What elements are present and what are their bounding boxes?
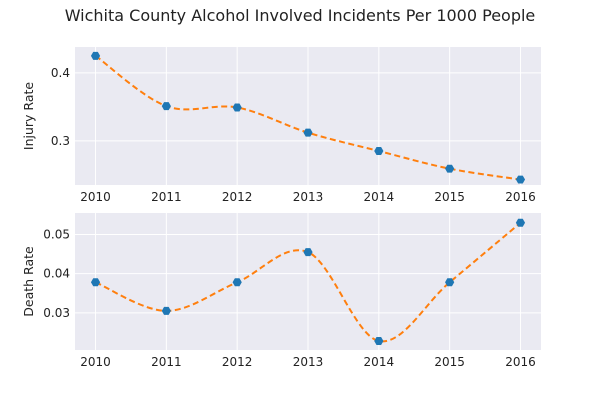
y-tick-label: 0.3 [51, 134, 70, 148]
data-point [515, 175, 526, 184]
y-tick-label: 0.03 [43, 306, 70, 320]
y-tick-label: 0.04 [43, 267, 70, 281]
data-point [374, 147, 384, 155]
x-tick-label: 2014 [364, 190, 395, 204]
data-point [232, 103, 242, 112]
death-rate-panel: 2010 2011 2012 2013 2014 2015 2016 0.03 0.04 0.05… [21, 213, 541, 369]
y-axis-label: Injury Rate [21, 82, 36, 150]
data-point [90, 278, 101, 287]
x-tick-label: 2015 [434, 355, 465, 369]
data-point [303, 248, 313, 257]
x-tick-label: 2013 [293, 190, 324, 204]
x-tick-label: 2016 [505, 190, 536, 204]
y-axis-label: Death Rate [21, 246, 36, 317]
x-tick-label: 2011 [151, 355, 182, 369]
injury-rate-panel: 2010 2011 2012 2013 2014 2015 2016 0.3 0.4 Injury… [21, 47, 541, 204]
data-point [161, 102, 171, 111]
data-point [303, 128, 313, 137]
x-tick-label: 2012 [222, 190, 253, 204]
data-point [445, 164, 455, 173]
data-point [374, 337, 384, 345]
data-point [515, 218, 526, 227]
chart-title: Wichita County Alcohol Involved Incident… [65, 6, 536, 25]
x-tick-label: 2016 [505, 355, 536, 369]
y-tick-label: 0.05 [43, 228, 70, 242]
x-tick-label: 2012 [222, 355, 253, 369]
x-tick-label: 2013 [293, 355, 324, 369]
data-point [445, 278, 455, 287]
x-tick-label: 2015 [434, 190, 465, 204]
data-point [90, 51, 101, 60]
data-point [232, 278, 242, 287]
x-tick-label: 2010 [80, 190, 111, 204]
x-tick-label: 2014 [364, 355, 395, 369]
data-point [161, 306, 171, 315]
x-tick-label: 2010 [80, 355, 111, 369]
x-tick-label: 2011 [151, 190, 182, 204]
y-tick-label: 0.4 [51, 66, 70, 80]
